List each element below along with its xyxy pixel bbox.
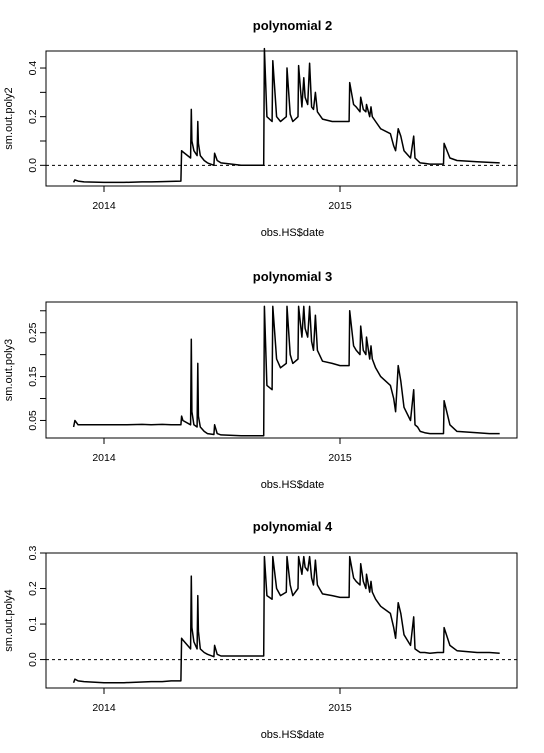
y-tick-label: 0.0 (27, 158, 39, 173)
y-tick-label: 0.15 (27, 366, 39, 387)
x-tick-label: 2014 (92, 452, 116, 464)
y-axis-label: sm.out.poly3 (3, 339, 15, 401)
x-tick-label: 2015 (328, 702, 352, 714)
y-tick-label: 0.25 (27, 322, 39, 343)
chart-panel-3: polynomial 4 2014 2015 0.0 0.1 0.2 0.3 obs.HS$d… (3, 519, 518, 741)
chart-panel-2: polynomial 3 2014 2015 0.05 0.15 0.25 obs.HS$d… (3, 269, 518, 491)
plot-frame (45, 50, 518, 187)
y-tick-label: 0.3 (27, 546, 39, 561)
x-axis-label: obs.HS$date (261, 479, 325, 491)
x-tick-label: 2015 (328, 200, 352, 212)
x-tick-label: 2014 (92, 200, 116, 212)
y-tick-label: 0.4 (27, 61, 39, 76)
x-axis-label: obs.HS$date (261, 227, 325, 239)
series-line (72, 305, 500, 437)
y-tick-label: 0.05 (27, 410, 39, 431)
y-tick-label: 0.0 (27, 652, 39, 667)
plot-frame (45, 552, 518, 689)
y-tick-label: 0.1 (27, 617, 39, 632)
y-tick-label: 0.2 (27, 581, 39, 596)
y-axis-label: sm.out.poly4 (3, 589, 15, 651)
plot-frame (45, 301, 518, 439)
y-axis-label: sm.out.poly2 (3, 87, 15, 149)
x-axis-label: obs.HS$date (261, 729, 325, 741)
chart-title: polynomial 3 (253, 269, 332, 284)
x-tick-label: 2014 (92, 702, 116, 714)
x-tick-label: 2015 (328, 452, 352, 464)
series-line (72, 47, 500, 184)
y-tick-label: 0.2 (27, 109, 39, 124)
series-line (72, 555, 500, 684)
chart-title: polynomial 2 (253, 18, 332, 33)
chart-title: polynomial 4 (253, 519, 333, 534)
chart-panel-1: polynomial 2 2014 2015 0.0 0.2 0.4 obs.HS$date… (3, 18, 518, 239)
